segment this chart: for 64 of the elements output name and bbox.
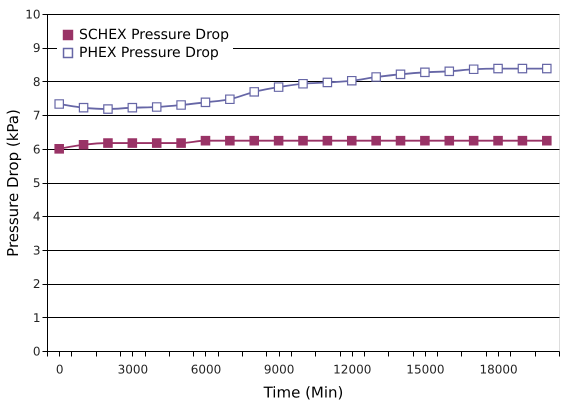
point [54,99,64,109]
point [78,140,88,150]
y-tick-label: 3 [32,243,40,258]
point [542,136,552,146]
point [274,82,284,92]
y-axis-title: Pressure Drop (kPa) [4,109,22,257]
point [346,76,357,86]
point [346,136,357,146]
point [200,136,210,146]
point [322,136,332,146]
point [152,138,162,148]
point [54,144,64,154]
y-tick-label: 10 [25,8,40,22]
point [444,136,454,146]
point [249,87,260,97]
y-tick-label: 4 [32,210,40,224]
y-tick-label: 1 [32,310,40,325]
point [518,136,528,146]
point [444,66,454,76]
point [396,136,406,146]
point [128,102,138,112]
point [103,138,113,148]
point [78,102,88,112]
point [493,64,503,74]
point [396,70,406,80]
point [128,138,138,148]
point [249,136,260,146]
point [518,64,528,74]
x-tick-label: 0 [56,362,64,376]
point [176,100,186,110]
point [542,64,552,74]
point [274,136,284,146]
point [103,104,113,114]
x-tick-label: 12000 [333,362,372,376]
y-tick-label: 9 [32,41,40,56]
point [420,68,430,78]
point [225,94,235,104]
legend-label: SCHEX Pressure Drop [79,27,230,43]
x-tick-label: 3000 [118,362,148,376]
point [493,136,503,146]
point [298,78,308,89]
y-tick-label: 5 [32,176,40,190]
legend-label: PHEX Pressure Drop [79,45,219,61]
point [152,102,162,112]
point [225,136,235,146]
y-tick-label: 2 [32,277,40,292]
y-tick-label: 6 [32,142,40,156]
point [176,138,186,148]
x-tick-label: 15000 [406,362,444,376]
point [298,136,308,146]
point [322,78,332,88]
point [420,136,430,146]
point [468,136,478,146]
x-axis-title: Time (Min) [262,384,344,402]
y-tick-label: 0 [32,344,40,358]
y-tick-label: 8 [32,74,40,89]
point [468,64,478,74]
point [200,98,210,108]
x-tick-label: 9000 [264,362,294,376]
x-tick-label: 6000 [190,362,222,376]
x-tick-label: 18000 [479,362,518,376]
point [371,136,381,146]
y-tick-label: 7 [32,108,40,123]
point [371,72,381,82]
